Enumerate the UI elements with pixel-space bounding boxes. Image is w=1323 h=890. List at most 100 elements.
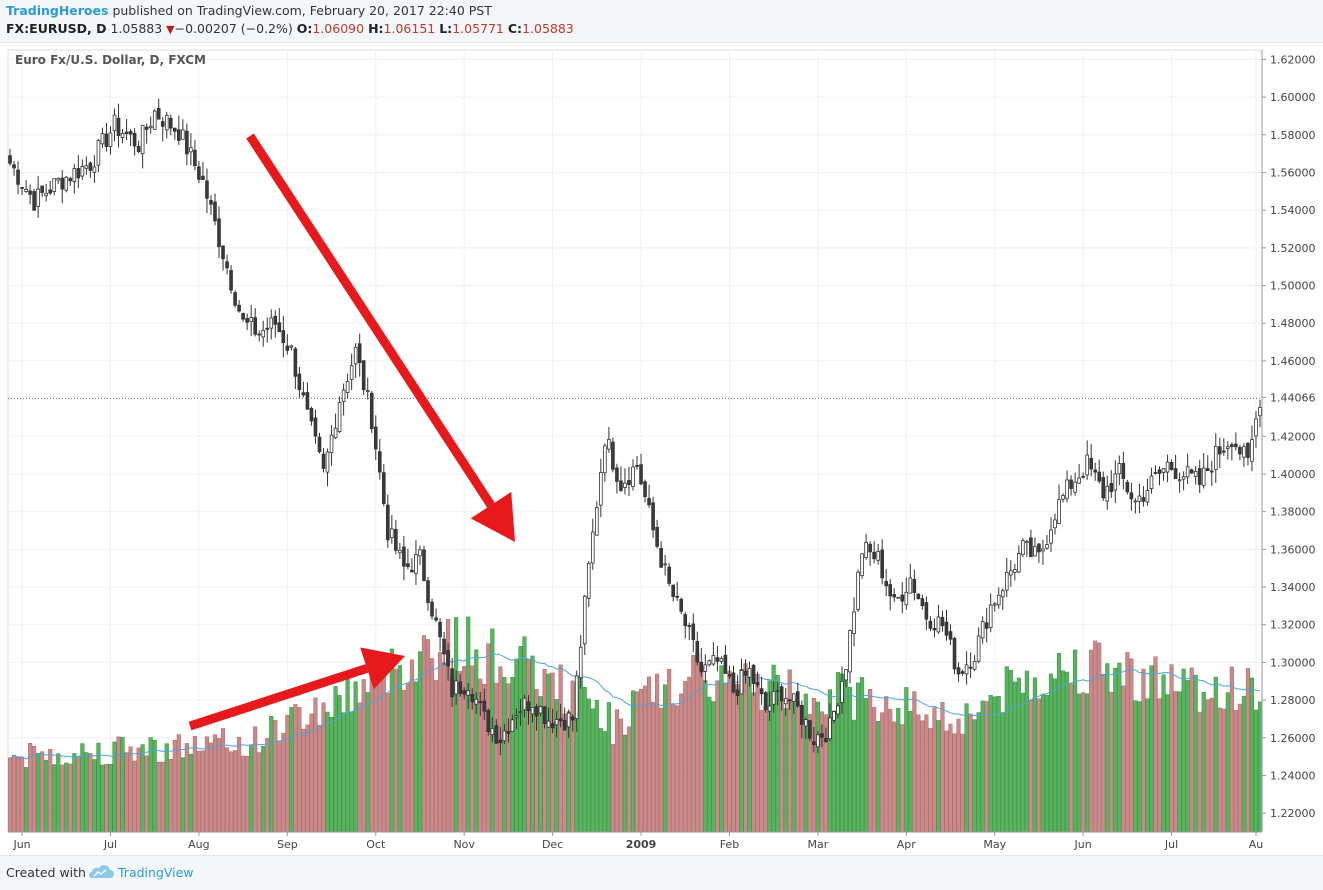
volume-bar [928,728,933,833]
volume-bar [683,681,688,833]
candle-body [40,185,44,193]
candle-body [703,664,708,672]
volume-bar [815,701,820,833]
candle-body [868,543,872,553]
volume-bar [216,738,222,833]
symbol-label: FX:EURUSD, D [6,21,107,36]
candle-body [1069,479,1073,489]
candle-body [478,701,483,704]
candle-body [48,189,53,194]
volume-bar [1121,685,1126,833]
volume-bar [474,649,479,833]
volume-bar [224,747,230,833]
candle-body [502,730,507,742]
volume-bar [1089,649,1094,833]
candle-body [253,317,257,335]
volume-bar [667,668,672,833]
candle-body [1125,481,1130,493]
y-tick-label: 1.38000 [1270,506,1316,519]
x-tick-label: Aug [188,838,209,851]
volume-bar [1189,667,1194,833]
volume-bar [602,731,607,833]
candle-body [940,616,945,627]
volume-bar [172,740,177,833]
volume-bar [618,718,623,833]
candle-body [1008,570,1013,576]
candle-body [928,620,933,629]
candle-body [1117,463,1122,475]
candle-body [1133,500,1138,503]
volume-bar [851,719,857,833]
candle-body [56,177,61,181]
candle-body [1061,495,1065,500]
y-tick-label: 1.32000 [1270,619,1316,632]
candle-body [1230,444,1234,447]
volume-bar [856,682,861,833]
candle-body [723,654,728,674]
arrow-shaft [188,664,369,731]
volume-bar [847,686,853,833]
volume-bar [1197,711,1202,833]
volume-bar [1065,671,1070,833]
volume-bar [365,692,370,833]
candle-body [486,709,491,733]
volume-bar [634,691,640,833]
volume-bar [538,696,543,833]
volume-bar [1125,652,1130,833]
price-chart[interactable]: 1.62000 1.60000 1.58000 1.56000 1.54000 1.520… [0,42,1323,855]
candle-body [912,578,917,594]
candle-body [948,631,953,640]
candle-body [289,345,294,348]
candle-body [739,670,744,695]
volume-bar [429,658,435,833]
volume-bar [1209,697,1214,833]
candle-body [1033,545,1037,557]
volume-bar [932,707,937,833]
candle-body [20,186,24,189]
candle-body [675,595,680,598]
candle-body [108,132,113,147]
volume-bar [72,753,77,833]
publisher-link[interactable]: TradingHeroes [6,3,109,18]
volume-bar [257,752,262,833]
candle-body [586,562,591,599]
volume-bar [156,761,161,833]
candle-body [924,602,929,620]
volume-bar [506,683,511,833]
candle-body [494,725,499,744]
volume-bar [542,669,547,833]
candle-body [104,133,109,147]
volume-bar [1137,701,1142,833]
candle-body [172,127,177,132]
volume-bar [558,664,563,833]
candle-body [715,657,720,662]
volume-bar [188,753,193,833]
arrow-shaft [246,133,495,508]
tradingview-link[interactable]: TradingView [118,865,194,880]
volume-bar [385,693,390,833]
volume-bar [401,689,406,833]
candle-body [333,427,338,439]
volume-bar [1129,658,1134,833]
y-tick-label: 1.48000 [1270,317,1316,330]
candle-body [542,706,547,724]
candle-body [663,563,667,566]
volume-bar [200,750,205,833]
candle-body [856,571,860,610]
candle-body [76,168,81,179]
x-tick-label: Jul [1164,838,1178,851]
volume-bar [1048,673,1054,833]
chart-title: Euro Fx/U.S. Dollar, D, FXCM [15,53,206,67]
candle-body [148,125,153,129]
candle-body [639,464,643,485]
candle-body [386,504,390,541]
volume-bar [373,665,378,833]
candle-body [281,330,286,344]
x-tick-label: Feb [720,838,739,851]
x-tick-label: Sep [277,838,298,851]
candle-body [595,507,599,536]
candle-body [775,689,780,692]
candle-body [301,392,306,396]
candle-body [317,436,322,453]
volume-bar [297,707,302,833]
